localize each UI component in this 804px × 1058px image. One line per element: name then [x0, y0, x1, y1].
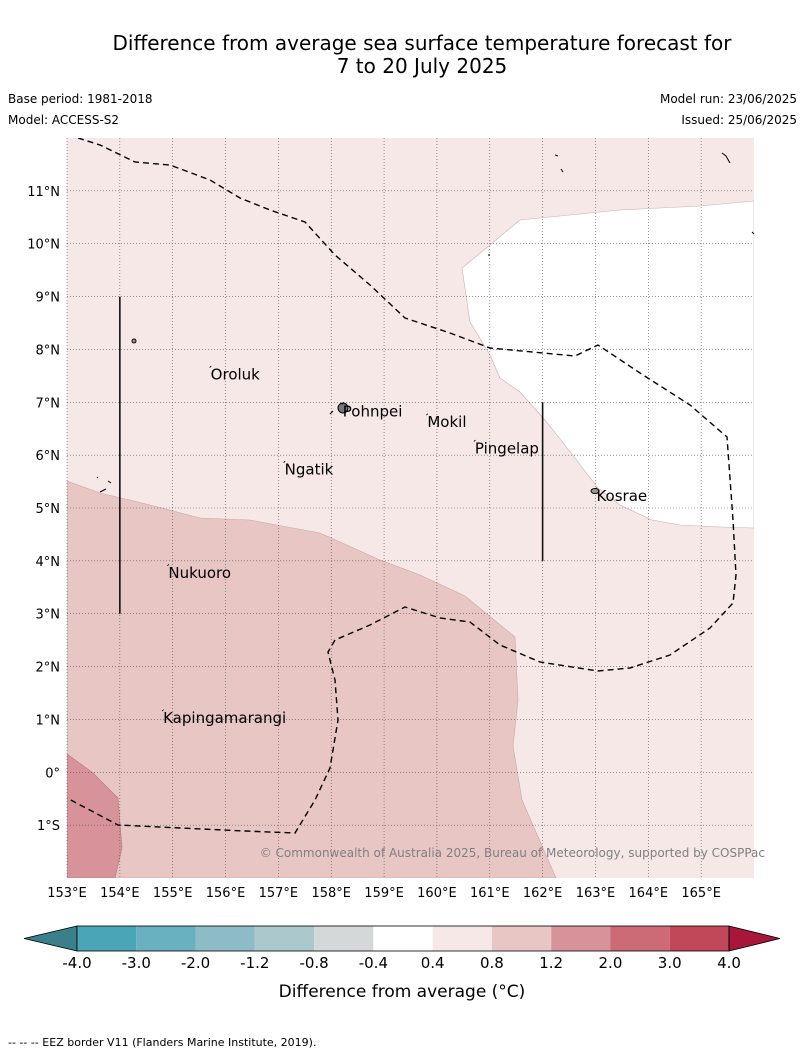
- colorbar-tick-label: -1.2: [240, 954, 269, 972]
- colorbar-tick-label: 2.0: [599, 954, 623, 972]
- place-label: Ngatik: [285, 461, 334, 479]
- place-label: Pohnpei: [343, 403, 403, 421]
- copyright-notice: © Commonwealth of Australia 2025, Bureau…: [260, 846, 765, 860]
- colorbar-bin: [373, 926, 433, 951]
- latitude-labels: 11°N 10°N 9°N 8°N 7°N 6°N 5°N 4°N 3°N 2°N 1°N 0° 1°S: [27, 185, 60, 834]
- place-marker: [473, 439, 476, 442]
- colorbar-tick-label: -0.8: [299, 954, 328, 972]
- place-marker: [209, 365, 212, 368]
- latitude-tick-label: 5°N: [36, 502, 61, 517]
- place-label: Kapingamarangi: [163, 709, 286, 727]
- kosrae-island-icon: [590, 488, 600, 494]
- colorbar-tick-label: 4.0: [717, 954, 741, 972]
- title-line-1: Difference from average sea surface temp…: [112, 31, 732, 55]
- place-label: Pingelap: [475, 440, 539, 458]
- colorbar-outline: [76, 925, 730, 952]
- sst-anomaly-map: Oroluk Pohnpei Mokil Pingelap Ngatik Kosrae Nu…: [23, 138, 781, 1002]
- longitude-tick-label: 159°E: [364, 886, 404, 901]
- longitude-tick-label: 164°E: [629, 886, 669, 901]
- longitude-tick-label: 155°E: [153, 886, 193, 901]
- colorbar-bin: [432, 926, 492, 951]
- place-marker: [595, 487, 598, 490]
- place-label: Mokil: [427, 413, 466, 431]
- place-labels: Oroluk Pohnpei Mokil Pingelap Ngatik Kosrae Nu…: [161, 365, 647, 727]
- longitude-labels: 153°E 154°E 155°E 156°E 157°E 158°E 159°E 160°E…: [47, 886, 721, 901]
- latitude-tick-label: 7°N: [36, 396, 61, 411]
- chart-title: Difference from average sea surface temp…: [0, 32, 804, 78]
- colorbar-under-triangle: [23, 925, 78, 952]
- latitude-tick-label: 4°N: [36, 555, 61, 570]
- title-line-2: 7 to 20 July 2025: [336, 54, 508, 78]
- colorbar-over-triangle: [728, 925, 781, 952]
- colorbar-tick-label: -4.0: [62, 954, 91, 972]
- latitude-tick-label: 8°N: [36, 343, 61, 358]
- latitude-tick-label: 9°N: [36, 291, 61, 306]
- colorbar-bin: [77, 926, 137, 951]
- colorbar-bin: [610, 926, 670, 951]
- place-marker: [161, 709, 164, 712]
- place-label: Kosrae: [596, 487, 647, 505]
- colorbar-bin: [669, 926, 729, 951]
- longitude-tick-label: 161°E: [470, 886, 510, 901]
- anomaly-region-neutral: [461, 200, 754, 529]
- colorbar-bin: [195, 926, 255, 951]
- colorbar-bin: [551, 926, 611, 951]
- colorbar-tick-label: -3.0: [122, 954, 151, 972]
- latitude-tick-label: 6°N: [36, 449, 61, 464]
- eez-borders: [67, 138, 737, 834]
- anomaly-region-0-8-to-1-2: [67, 480, 557, 878]
- colorbar-bin: [314, 926, 374, 951]
- latitude-tick-label: 3°N: [36, 608, 61, 623]
- model-run: Model run: 23/06/2025: [659, 92, 797, 106]
- reference-lines: [119, 296, 544, 614]
- anomaly-region-1-2-to-2-0: [67, 753, 123, 878]
- colorbar-tick-label: 3.0: [658, 954, 682, 972]
- base-period: Base period: 1981-2018: [8, 92, 153, 106]
- colorbar-tick-label: 0.4: [421, 954, 445, 972]
- colorbar-bin: [136, 926, 196, 951]
- latitude-tick-label: 2°N: [36, 661, 61, 676]
- eez-border-north: [67, 138, 737, 834]
- latitude-tick-label: 1°S: [37, 819, 60, 834]
- longitude-tick-label: 154°E: [100, 886, 140, 901]
- latitude-tick-label: 10°N: [27, 238, 60, 253]
- place-label: Nukuoro: [168, 564, 231, 582]
- latitude-tick-label: 1°N: [36, 713, 61, 728]
- colorbar-tick-label: -0.4: [359, 954, 388, 972]
- colorbar-tick-label: -2.0: [181, 954, 210, 972]
- longitude-tick-label: 157°E: [259, 886, 299, 901]
- longitude-tick-label: 162°E: [523, 886, 563, 901]
- latitude-tick-label: 0°: [45, 766, 60, 781]
- issued-date: Issued: 25/06/2025: [681, 113, 797, 127]
- colorbar: -4.0 -3.0 -2.0 -1.2 -0.8 -0.4 0.4 0.8 1.2 2.0 3.0 4…: [23, 925, 781, 972]
- colorbar-bin: [254, 926, 315, 951]
- longitude-tick-label: 156°E: [206, 886, 246, 901]
- place-marker: [167, 564, 170, 567]
- anomaly-fill-layer: [67, 138, 754, 878]
- colorbar-title: Difference from average (°C): [279, 982, 526, 1002]
- islet-icon: [96, 152, 755, 493]
- place-label: Oroluk: [211, 366, 260, 384]
- model-name: Model: ACCESS-S2: [8, 113, 120, 127]
- colorbar-tick-label: 0.8: [480, 954, 504, 972]
- longitude-tick-label: 160°E: [417, 886, 457, 901]
- colorbar-tick-label: 1.2: [539, 954, 563, 972]
- place-marker: [283, 460, 286, 463]
- island-outlines: [96, 152, 755, 494]
- longitude-tick-label: 165°E: [681, 886, 721, 901]
- longitude-tick-label: 158°E: [311, 886, 351, 901]
- eez-legend-note: -- -- -- EEZ border V11 (Flanders Marine…: [8, 1036, 317, 1049]
- longitude-tick-label: 153°E: [47, 886, 87, 901]
- place-marker: [341, 402, 344, 405]
- longitude-tick-label: 163°E: [576, 886, 616, 901]
- place-marker: [426, 413, 429, 416]
- islet-icon: [131, 338, 137, 344]
- colorbar-bin: [491, 926, 552, 951]
- latitude-tick-label: 11°N: [27, 185, 60, 200]
